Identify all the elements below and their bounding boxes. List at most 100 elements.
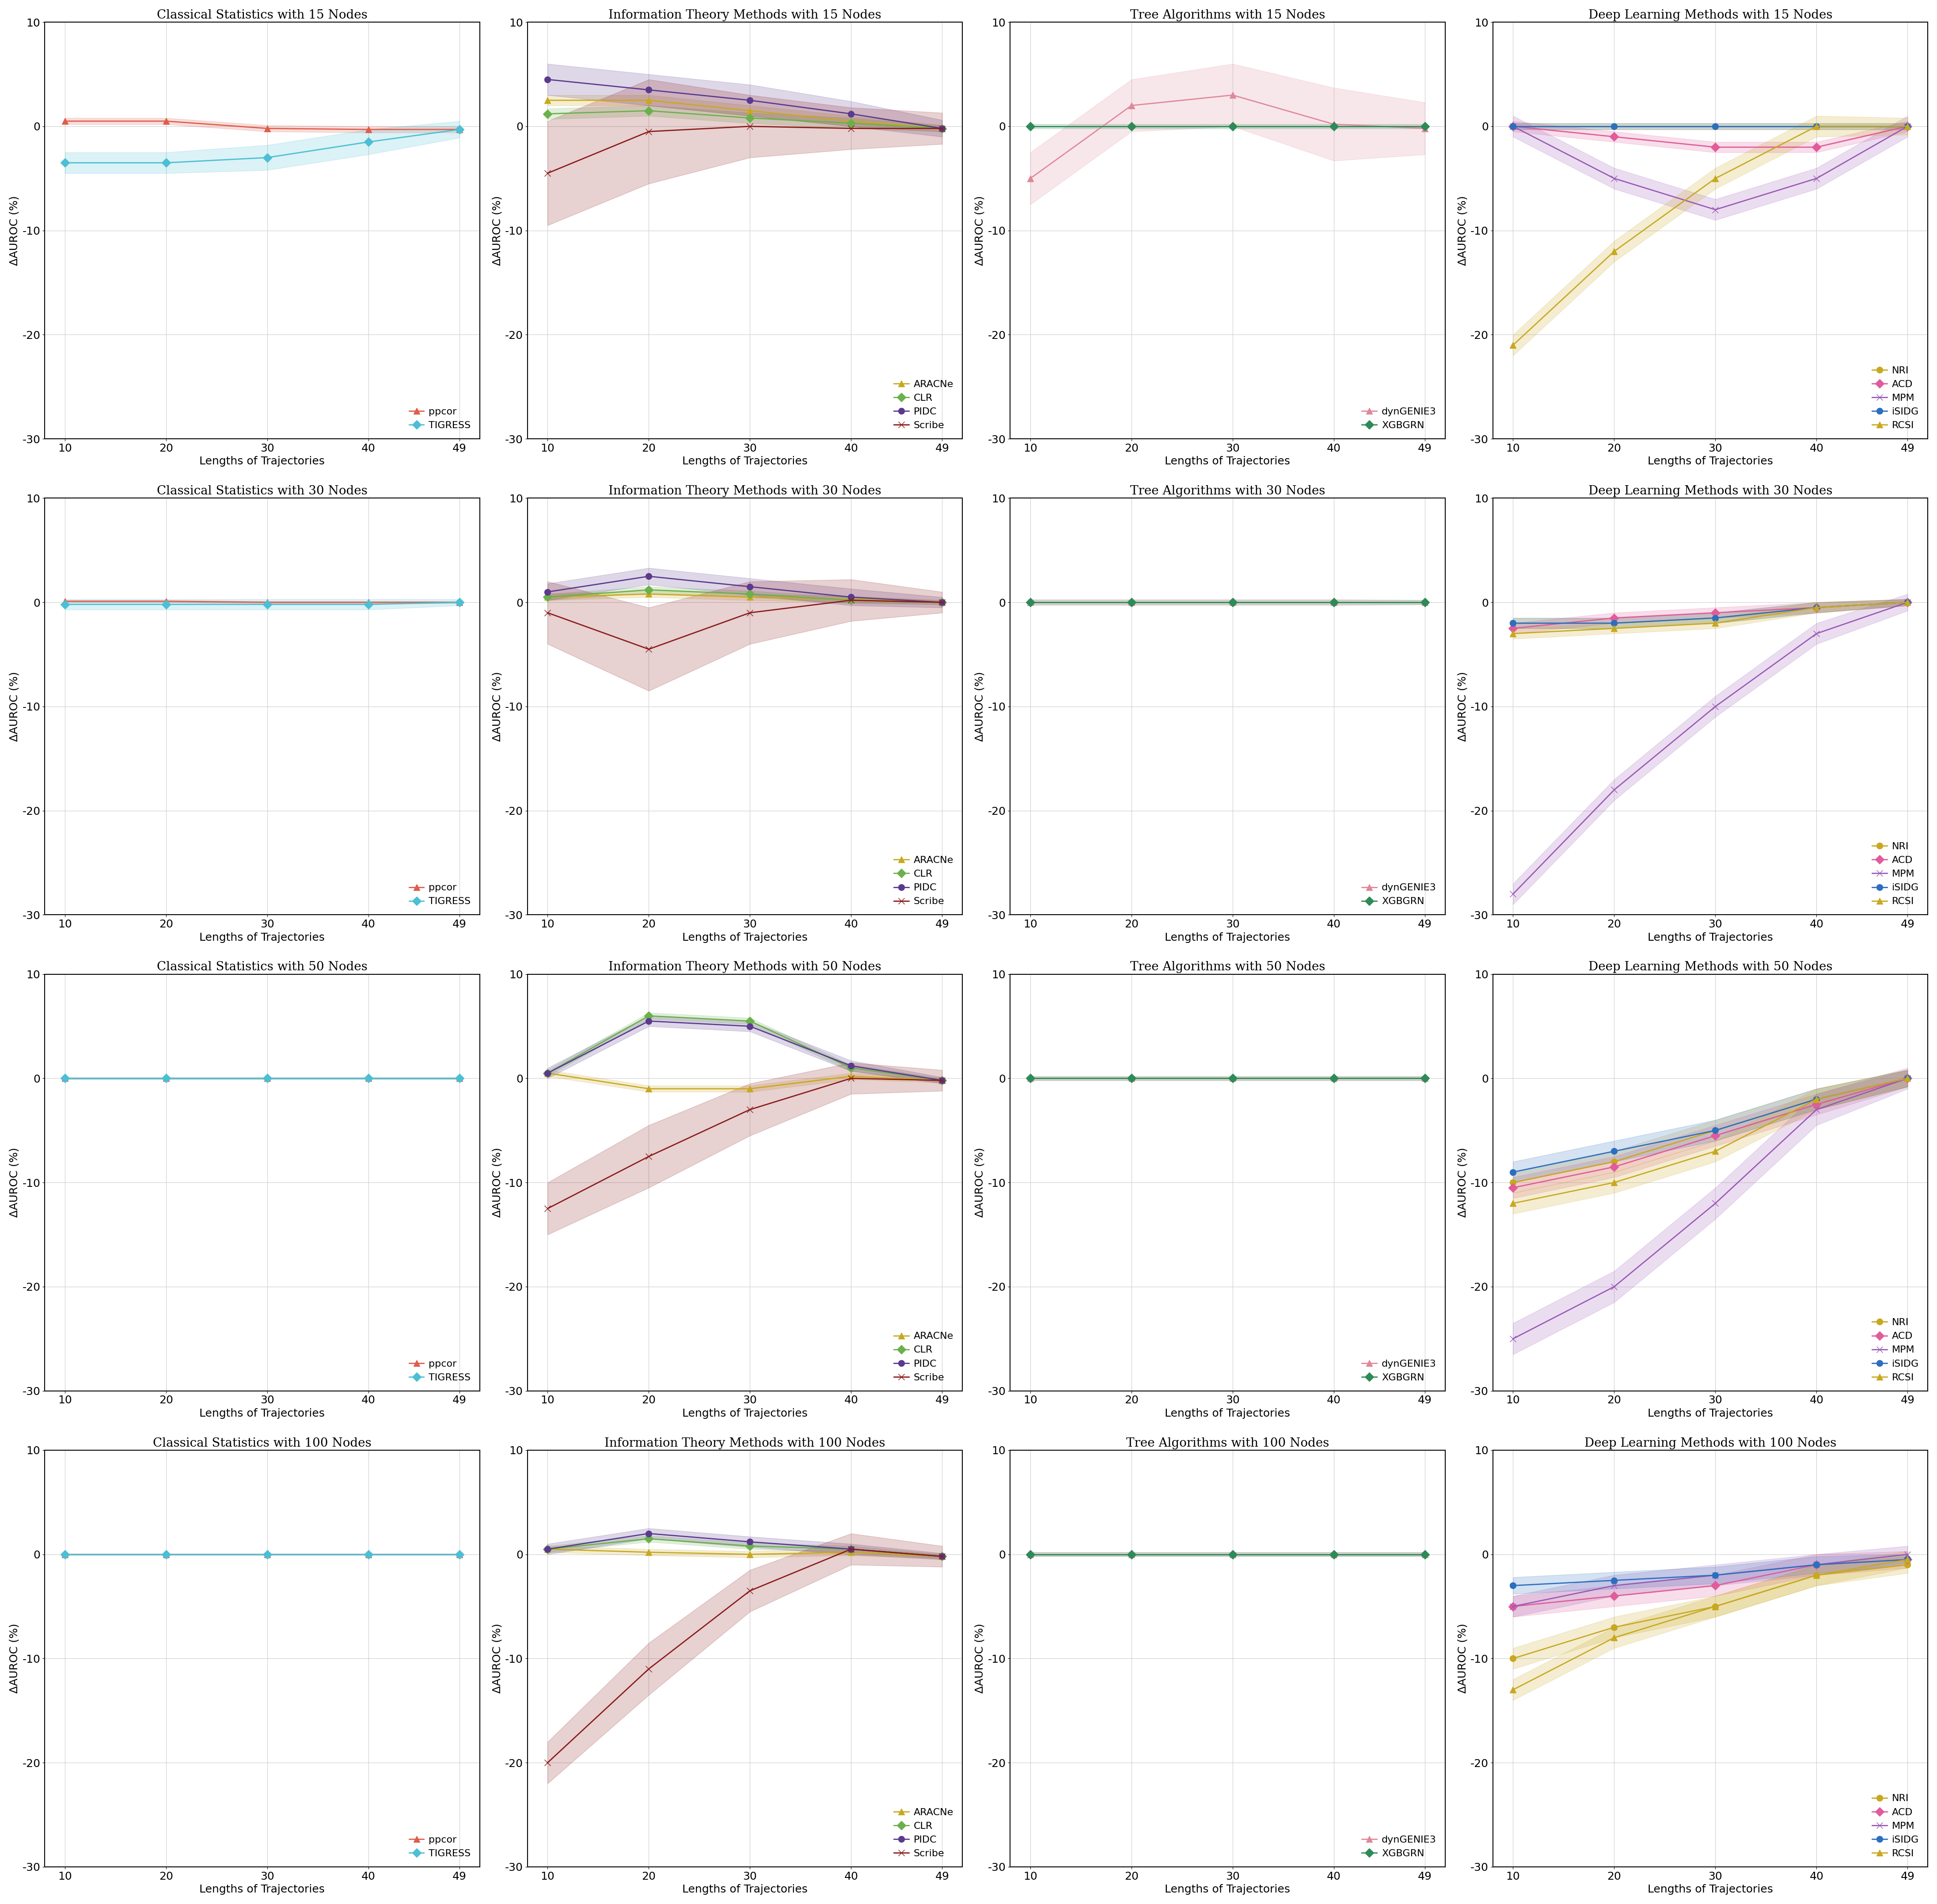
RCSI <box>1602 1171 1625 1194</box>
NRI <box>1805 596 1829 619</box>
X-axis label: Lengths of Trajectories: Lengths of Trajectories <box>1648 1885 1772 1894</box>
X-axis label: Lengths of Trajectories: Lengths of Trajectories <box>1648 1409 1772 1418</box>
Line: Scribe: Scribe <box>544 598 945 653</box>
iSIDG <box>1705 1120 1728 1142</box>
ARACNe <box>637 1078 661 1101</box>
RCSI <box>1705 168 1728 190</box>
Legend: ppcor, TIGRESS: ppcor, TIGRESS <box>405 1832 475 1862</box>
Legend: ARACNe, CLR, PIDC, Scribe: ARACNe, CLR, PIDC, Scribe <box>891 851 957 910</box>
ppcor <box>54 110 77 133</box>
XGBGRN <box>1414 114 1437 137</box>
Legend: ARACNe, CLR, PIDC, Scribe: ARACNe, CLR, PIDC, Scribe <box>891 1327 957 1386</box>
Line: TIGRESS: TIGRESS <box>62 1552 463 1557</box>
PIDC <box>930 116 953 139</box>
Title: Classical Statistics with 50 Nodes: Classical Statistics with 50 Nodes <box>157 962 368 973</box>
Line: dynGENIE3: dynGENIE3 <box>1027 1076 1428 1081</box>
RCSI <box>1805 1563 1829 1586</box>
MPM <box>1501 1327 1524 1350</box>
Line: dynGENIE3: dynGENIE3 <box>1027 600 1428 605</box>
Title: Tree Algorithms with 50 Nodes: Tree Algorithms with 50 Nodes <box>1129 962 1325 973</box>
dynGENIE3 <box>1220 84 1244 107</box>
Scribe <box>637 638 661 661</box>
TIGRESS <box>256 592 279 615</box>
Title: Information Theory Methods with 100 Nodes: Information Theory Methods with 100 Node… <box>604 1438 885 1449</box>
ARACNe <box>930 116 953 139</box>
ppcor <box>256 1066 279 1089</box>
Line: RCSI: RCSI <box>1511 600 1910 636</box>
CLR <box>930 1068 953 1091</box>
CLR <box>839 112 862 135</box>
dynGENIE3 <box>1120 1542 1143 1565</box>
dynGENIE3 <box>1414 1066 1437 1089</box>
ARACNe <box>637 89 661 112</box>
ppcor <box>256 1542 279 1565</box>
NRI <box>1896 1554 1920 1577</box>
RCSI <box>1705 1596 1728 1618</box>
NRI <box>1705 114 1728 137</box>
ppcor <box>155 590 178 613</box>
Legend: dynGENIE3, XGBGRN: dynGENIE3, XGBGRN <box>1358 1356 1441 1386</box>
ARACNe <box>537 1538 560 1561</box>
Line: RCSI: RCSI <box>1511 1076 1910 1207</box>
Line: RCSI: RCSI <box>1511 124 1910 348</box>
ARACNe <box>738 586 761 609</box>
Line: CLR: CLR <box>544 1013 945 1083</box>
Y-axis label: ΔAUROC (%): ΔAUROC (%) <box>492 1624 502 1693</box>
Line: ppcor: ppcor <box>62 1076 463 1081</box>
ARACNe <box>839 1540 862 1563</box>
Scribe <box>537 1198 560 1220</box>
ppcor <box>155 1066 178 1089</box>
XGBGRN <box>1019 114 1042 137</box>
RCSI <box>1896 1548 1920 1571</box>
CLR <box>738 1009 761 1032</box>
RCSI <box>1705 611 1728 634</box>
PIDC <box>930 590 953 613</box>
TIGRESS <box>256 1542 279 1565</box>
Scribe <box>839 1066 862 1089</box>
ACD <box>1896 1548 1920 1571</box>
NRI <box>1501 1647 1524 1670</box>
ACD <box>1705 1123 1728 1146</box>
XGBGRN <box>1323 1542 1346 1565</box>
Y-axis label: ΔAUROC (%): ΔAUROC (%) <box>974 672 986 741</box>
Scribe <box>930 116 953 139</box>
Legend: NRI, ACD, MPM, iSIDG, RCSI: NRI, ACD, MPM, iSIDG, RCSI <box>1869 838 1923 910</box>
TIGRESS <box>447 1542 471 1565</box>
ARACNe <box>537 586 560 609</box>
ppcor <box>54 590 77 613</box>
ppcor <box>155 1542 178 1565</box>
Y-axis label: ΔAUROC (%): ΔAUROC (%) <box>492 1148 502 1217</box>
TIGRESS <box>54 592 77 615</box>
MPM <box>1896 1066 1920 1089</box>
CLR <box>930 1544 953 1567</box>
PIDC <box>637 1009 661 1032</box>
MPM <box>1896 1542 1920 1565</box>
NRI <box>1805 114 1829 137</box>
XGBGRN <box>1120 114 1143 137</box>
NRI <box>1805 1563 1829 1586</box>
ARACNe <box>839 1064 862 1087</box>
XGBGRN <box>1120 590 1143 613</box>
ppcor <box>356 1066 380 1089</box>
ARACNe <box>738 1542 761 1565</box>
ACD <box>1501 1177 1524 1200</box>
dynGENIE3 <box>1414 1542 1437 1565</box>
CLR <box>637 1527 661 1550</box>
Y-axis label: ΔAUROC (%): ΔAUROC (%) <box>1457 1148 1468 1217</box>
XGBGRN <box>1414 590 1437 613</box>
Line: iSIDG: iSIDG <box>1511 1076 1910 1175</box>
RCSI <box>1805 114 1829 137</box>
Line: TIGRESS: TIGRESS <box>62 1076 463 1081</box>
ppcor <box>54 1542 77 1565</box>
CLR <box>537 586 560 609</box>
ACD <box>1805 596 1829 619</box>
CLR <box>839 1538 862 1561</box>
Line: CLR: CLR <box>544 586 945 605</box>
ppcor <box>54 1066 77 1089</box>
CLR <box>930 590 953 613</box>
Line: MPM: MPM <box>1511 124 1910 213</box>
Y-axis label: ΔAUROC (%): ΔAUROC (%) <box>492 672 502 741</box>
Y-axis label: ΔAUROC (%): ΔAUROC (%) <box>974 196 986 265</box>
ACD <box>1602 1156 1625 1179</box>
RCSI <box>1896 114 1920 137</box>
